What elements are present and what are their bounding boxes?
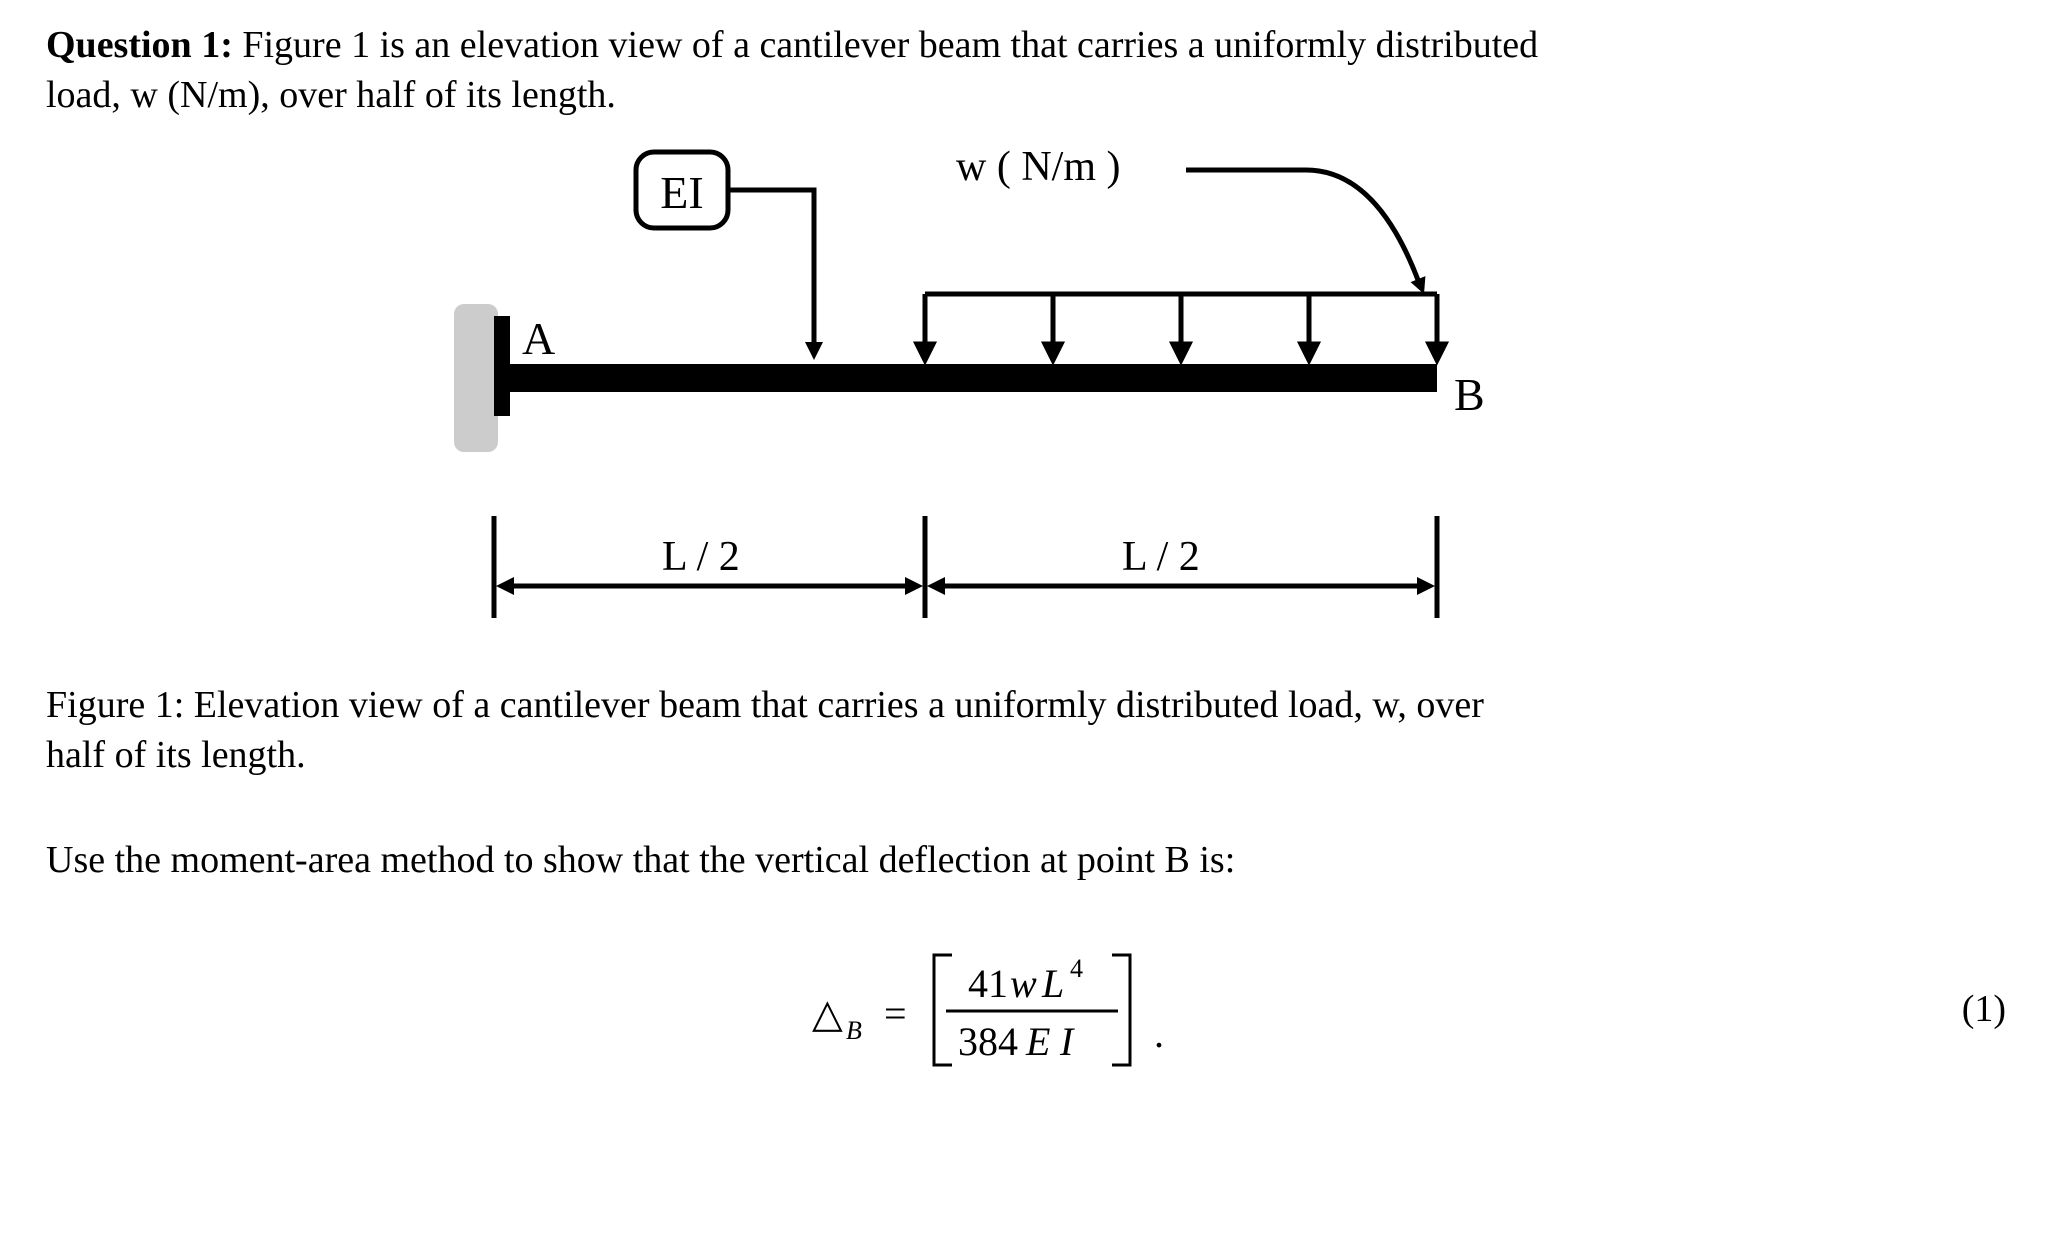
eq-num-exp: 4: [1070, 954, 1083, 983]
equation-row: △ B = 41 w L 4 384 E I .: [46, 939, 2006, 1079]
label-b: B: [1454, 369, 1485, 420]
eq-num-w: w: [1010, 961, 1037, 1006]
dim-left-head-r-icon: [905, 577, 923, 595]
question-text-a: Figure 1 is an elevation view of a canti…: [233, 24, 1538, 66]
dim-right-label: L / 2: [1122, 534, 1200, 580]
equation: △ B = 41 w L 4 384 E I .: [806, 939, 1246, 1079]
eq-trailing-dot: .: [1154, 1011, 1164, 1056]
ei-leader-head-icon: [805, 342, 823, 360]
ei-label: EI: [660, 167, 703, 218]
page: Question 1: Figure 1 is an elevation vie…: [0, 0, 2046, 1242]
beam-diagram: EI w ( N/m ): [396, 146, 1656, 666]
eq-den-384: 384: [958, 1019, 1018, 1064]
equation-number: (1): [1962, 987, 2006, 1031]
figure-container: EI w ( N/m ): [46, 146, 2006, 666]
question-paragraph: Question 1: Figure 1 is an elevation vie…: [46, 20, 2006, 120]
eq-num-L: L: [1041, 961, 1064, 1006]
caption-line-a: Figure 1: Elevation view of a cantilever…: [46, 684, 1484, 726]
question-label: Question 1:: [46, 24, 233, 66]
dim-left-head-l-icon: [496, 577, 514, 595]
ei-leader: [728, 190, 814, 344]
caption-line-b: half of its length.: [46, 734, 306, 776]
label-a: A: [522, 313, 555, 364]
eq-den-I: I: [1059, 1019, 1075, 1064]
load-label-leader: [1186, 170, 1418, 280]
eq-equals: =: [884, 991, 907, 1036]
eq-den-E: E: [1025, 1019, 1050, 1064]
dim-left-label: L / 2: [662, 534, 740, 580]
question-text-b: load, w (N/m), over half of its length.: [46, 74, 616, 116]
figure-caption: Figure 1: Elevation view of a cantilever…: [46, 680, 2006, 780]
equation-svg: △ B = 41 w L 4 384 E I .: [806, 939, 1246, 1079]
beam: [494, 364, 1437, 392]
udl-arrows: [917, 294, 1445, 360]
dim-right-head-l-icon: [927, 577, 945, 595]
beam-post-a: [494, 316, 510, 416]
eq-num-41: 41: [968, 961, 1008, 1006]
fixed-support: [454, 304, 498, 452]
dim-right-head-r-icon: [1417, 577, 1435, 595]
eq-lhs-triangle: △: [812, 991, 843, 1036]
load-label: w ( N/m ): [956, 146, 1120, 190]
eq-lhs-sub: B: [846, 1016, 862, 1045]
instruction-text: Use the moment-area method to show that …: [46, 835, 2006, 885]
